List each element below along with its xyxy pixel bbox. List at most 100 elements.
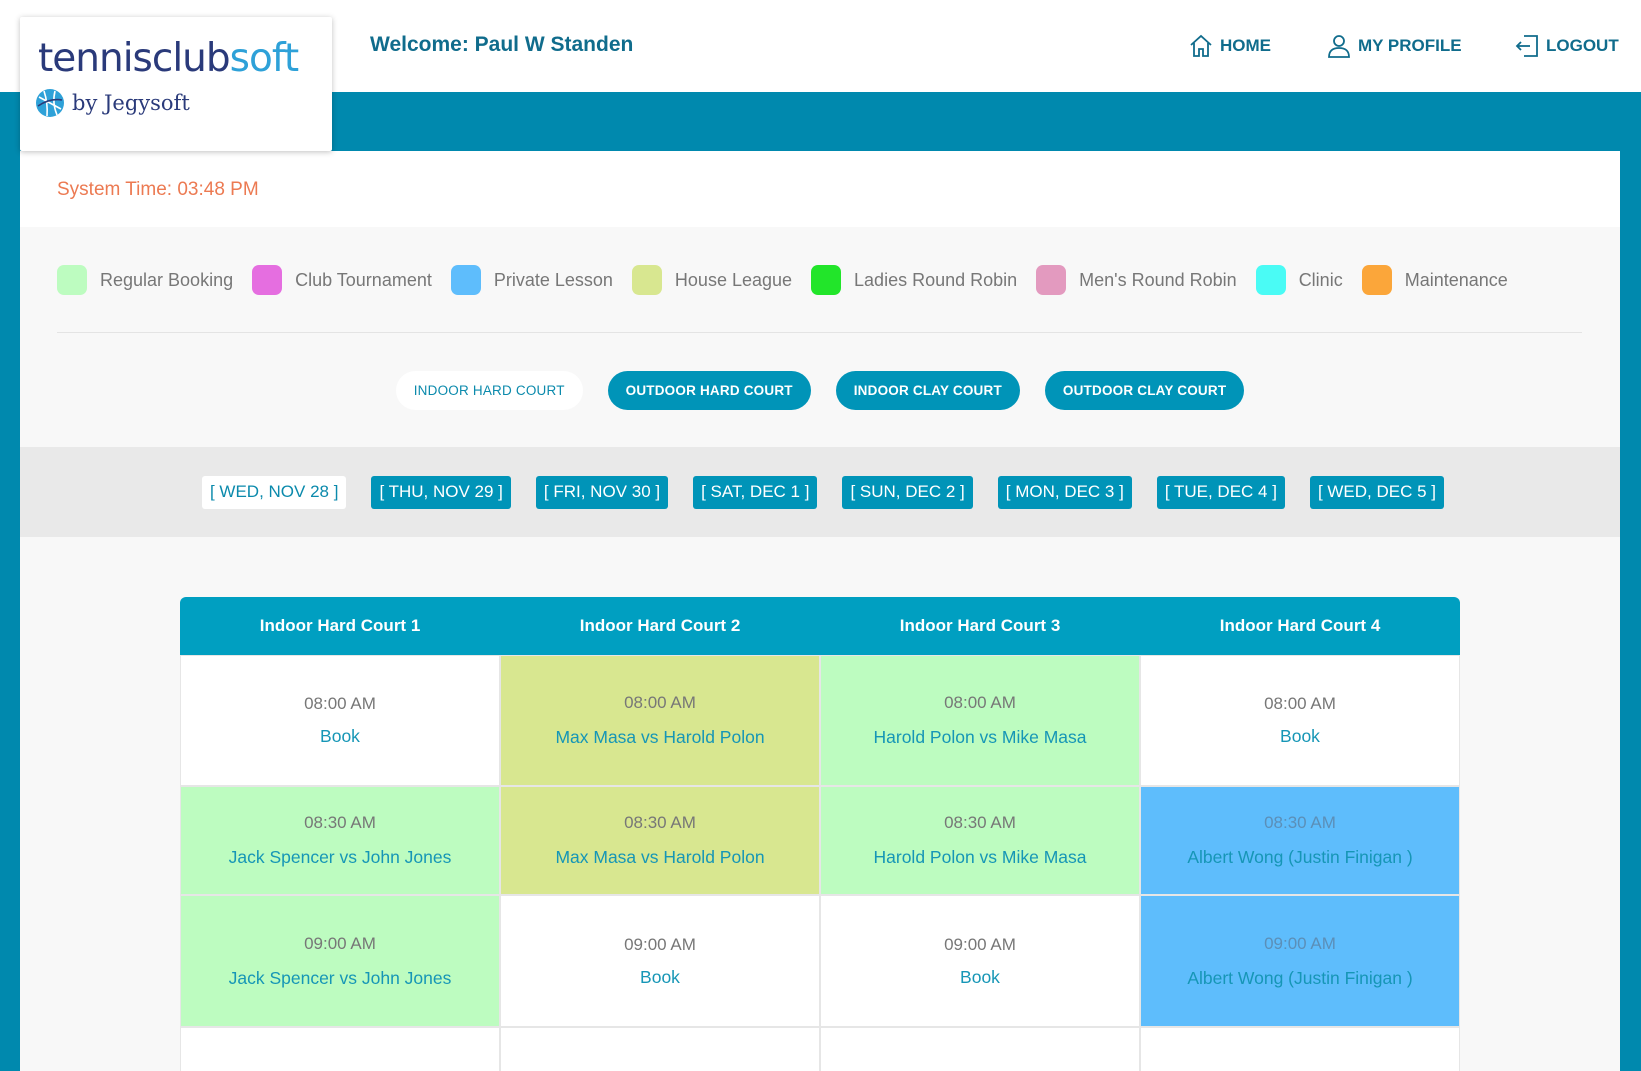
slot-cell-open: 09:00 AM Book	[820, 895, 1140, 1027]
user-icon	[1328, 35, 1350, 58]
date-button-dec-5[interactable]: [ WED, DEC 5 ]	[1309, 475, 1445, 509]
booking-link[interactable]: Albert Wong (Justin Finigan )	[1187, 847, 1413, 867]
slot-time: 09:00 AM	[1264, 933, 1336, 953]
slot-cell-private-lesson: 08:30 AM Albert Wong (Justin Finigan )	[1140, 786, 1460, 895]
legend-label: Clinic	[1298, 269, 1343, 290]
legend-swatch	[252, 265, 283, 295]
slot-time: 08:30 AM	[944, 813, 1016, 832]
slot-cell-open	[180, 1027, 500, 1071]
slot-time: 08:30 AM	[624, 813, 696, 832]
booking-link[interactable]: Max Masa vs Harold Polon	[555, 727, 765, 747]
court-header: Indoor Hard Court 2	[579, 616, 741, 635]
nav-logout-label: LOGOUT	[1546, 36, 1619, 55]
date-button-dec-3[interactable]: [ MON, DEC 3 ]	[997, 475, 1132, 509]
slot-cell-house-league: 08:30 AM Max Masa vs Harold Polon	[500, 786, 820, 895]
nav-profile-link[interactable]: MY PROFILE	[1326, 33, 1462, 59]
slot-time: 09:00 AM	[624, 934, 696, 954]
slot-cell-open	[1140, 1027, 1460, 1071]
welcome-text: Welcome: Paul W Standen	[370, 33, 634, 56]
logo-word-soft: soft	[229, 36, 300, 81]
date-button-nov-28[interactable]: [ WED, NOV 28 ]	[201, 475, 347, 509]
slot-cell-regular-booking: 08:30 AM Harold Polon vs Mike Masa	[820, 786, 1140, 895]
booking-link[interactable]: Harold Polon vs Mike Masa	[873, 727, 1087, 747]
booking-link[interactable]: Jack Spencer vs John Jones	[228, 847, 452, 867]
slot-cell-house-league: 08:00 AM Max Masa vs Harold Polon	[500, 655, 820, 786]
logo-word-tennis: tennis	[38, 36, 153, 81]
legend-item-ladies-round-robin: Ladies Round Robin	[811, 265, 1017, 295]
slot-cell-open: 09:00 AM Book	[500, 895, 820, 1027]
tab-outdoor-hard-court[interactable]: OUTDOOR HARD COURT	[607, 371, 811, 410]
court-schedule-grid: Indoor Hard Court 1 Indoor Hard Court 2 …	[180, 597, 1460, 1071]
booking-link[interactable]: Jack Spencer vs John Jones	[228, 967, 452, 988]
slot-time: 08:00 AM	[944, 693, 1016, 712]
slot-cell-private-lesson: 09:00 AM Albert Wong (Justin Finigan )	[1140, 895, 1460, 1027]
legend-item-clinic: Clinic	[1255, 265, 1343, 295]
tab-outdoor-clay-court[interactable]: OUTDOOR CLAY COURT	[1044, 371, 1245, 410]
nav-logout-link[interactable]: LOGOUT	[1514, 33, 1619, 59]
book-link[interactable]: Book	[1280, 726, 1320, 746]
date-button-dec-4[interactable]: [ TUE, DEC 4 ]	[1156, 475, 1285, 509]
book-link[interactable]: Book	[960, 966, 1000, 987]
tab-indoor-hard-court[interactable]: INDOOR HARD COURT	[395, 371, 583, 410]
logout-icon	[1515, 35, 1538, 57]
legend-label: Ladies Round Robin	[854, 269, 1018, 290]
legend-swatch	[1036, 265, 1067, 295]
booking-link[interactable]: Max Masa vs Harold Polon	[555, 847, 765, 867]
legend-label: Private Lesson	[493, 269, 613, 290]
date-button-nov-30[interactable]: [ FRI, NOV 30 ]	[535, 475, 669, 509]
legend-item-private-lesson: Private Lesson	[450, 265, 613, 295]
legend-label: Regular Booking	[100, 269, 234, 290]
book-link[interactable]: Book	[640, 966, 680, 987]
court-header: Indoor Hard Court 3	[899, 616, 1061, 635]
slot-time: 08:30 AM	[1264, 813, 1336, 832]
logo-byline: by Jegysoft	[72, 91, 190, 115]
nav-home-label: HOME	[1220, 36, 1271, 55]
book-link[interactable]: Book	[320, 726, 360, 746]
slot-time: 09:00 AM	[304, 933, 376, 953]
legend-item-mens-round-robin: Men's Round Robin	[1036, 265, 1237, 295]
date-button-nov-29[interactable]: [ THU, NOV 29 ]	[371, 475, 511, 509]
date-button-dec-2[interactable]: [ SUN, DEC 2 ]	[842, 475, 973, 509]
court-header: Indoor Hard Court 1	[259, 616, 421, 635]
slot-cell-open	[500, 1027, 820, 1071]
legend-swatch	[1255, 265, 1286, 295]
legend-label: Club Tournament	[295, 269, 432, 290]
system-time: System Time: 03:48 PM	[57, 179, 259, 200]
tab-indoor-clay-court[interactable]: INDOOR CLAY COURT	[835, 371, 1020, 410]
booking-link[interactable]: Harold Polon vs Mike Masa	[873, 847, 1087, 867]
time-slot-row	[180, 1027, 1460, 1071]
time-slot-row: 09:00 AM Jack Spencer vs John Jones 09:0…	[180, 895, 1460, 1027]
legend-swatch	[1361, 265, 1392, 295]
home-icon	[1190, 34, 1212, 57]
slot-time: 08:00 AM	[304, 694, 376, 713]
time-slot-row: 08:00 AM Book 08:00 AM Max Masa vs Harol…	[180, 655, 1460, 786]
main-panel: System Time: 03:48 PM Regular Booking Cl…	[20, 151, 1620, 1071]
legend-item-maintenance: Maintenance	[1361, 265, 1508, 295]
legend-swatch	[811, 265, 842, 295]
slot-cell-regular-booking: 08:30 AM Jack Spencer vs John Jones	[180, 786, 500, 895]
legend-item-club-tournament: Club Tournament	[252, 265, 432, 295]
slot-cell-open: 08:00 AM Book	[1140, 655, 1460, 786]
logo-wordmark: tennisclubsoft	[38, 36, 300, 81]
booking-link[interactable]: Albert Wong (Justin Finigan )	[1187, 967, 1413, 988]
divider	[57, 332, 1582, 333]
date-selector: [ WED, NOV 28 ] [ THU, NOV 29 ] [ FRI, N…	[20, 447, 1620, 537]
legend-item-house-league: House League	[631, 265, 792, 295]
legend-swatch	[450, 265, 481, 295]
system-time-bar: System Time: 03:48 PM	[20, 151, 1620, 227]
legend-label: Men's Round Robin	[1079, 269, 1237, 290]
legend-label: Maintenance	[1404, 269, 1508, 290]
court-header-row: Indoor Hard Court 1 Indoor Hard Court 2 …	[180, 597, 1460, 655]
date-button-dec-1[interactable]: [ SAT, DEC 1 ]	[693, 475, 818, 509]
slot-cell-open: 08:00 AM Book	[180, 655, 500, 786]
globe-icon	[36, 89, 64, 117]
booking-legend: Regular Booking Club Tournament Private …	[57, 265, 1527, 295]
court-type-tabs: INDOOR HARD COURT OUTDOOR HARD COURT IND…	[20, 371, 1620, 410]
slot-time: 08:00 AM	[624, 693, 696, 712]
logo-word-club: club	[151, 36, 231, 81]
time-slot-row: 08:30 AM Jack Spencer vs John Jones 08:3…	[180, 786, 1460, 895]
logo[interactable]: tennisclubsoft by Jegysoft	[20, 17, 332, 151]
slot-cell-regular-booking: 09:00 AM Jack Spencer vs John Jones	[180, 895, 500, 1027]
nav-profile-label: MY PROFILE	[1358, 36, 1462, 55]
nav-home-link[interactable]: HOME	[1188, 33, 1271, 59]
